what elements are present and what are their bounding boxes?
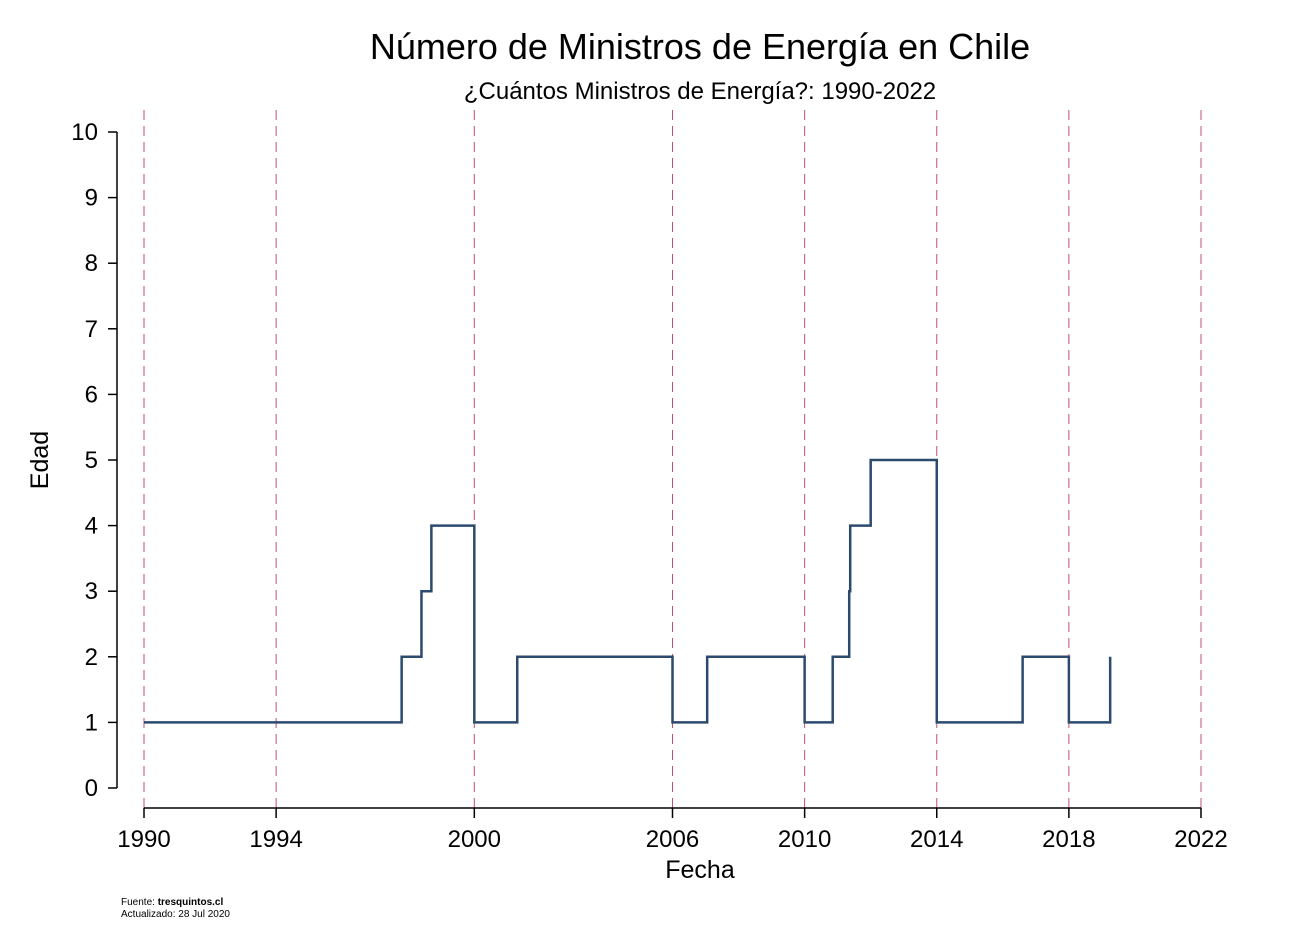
y-tick-label-8: 8 [85, 250, 98, 277]
x-tick-label-1994: 1994 [249, 826, 302, 853]
y-axis-label: Edad [26, 431, 54, 489]
source-value: tresquintos.cl [157, 897, 224, 908]
updated-note: Actualizado: 28 Jul 2020 [121, 909, 230, 920]
x-axis: 1990 1994 2000 2006 2010 2014 2018 2022 [117, 807, 1228, 853]
series-line-0 [144, 458, 1112, 724]
source-note: Fuente: tresquintos.cl [121, 897, 223, 908]
y-tick-label-3: 3 [85, 578, 98, 605]
y-tick-label-6: 6 [85, 381, 98, 408]
series-group [143, 458, 1112, 724]
x-tick-label-2000: 2000 [448, 826, 501, 853]
x-tick-label-2006: 2006 [646, 826, 699, 853]
source-label: Fuente: [121, 897, 158, 908]
y-tick-label-2: 2 [85, 644, 98, 671]
x-tick-label-1990: 1990 [117, 826, 170, 853]
x-tick-label-2018: 2018 [1042, 826, 1095, 853]
y-tick-label-7: 7 [85, 316, 98, 343]
y-tick-label-1: 1 [85, 709, 98, 736]
y-tick-label-5: 5 [85, 447, 98, 474]
x-axis-label: Fecha [665, 856, 735, 884]
x-tick-label-2022: 2022 [1174, 826, 1227, 853]
x-tick-label-2014: 2014 [910, 826, 963, 853]
chart-title: Número de Ministros de Energía en Chile [370, 26, 1030, 67]
y-tick-label-9: 9 [85, 185, 98, 212]
x-tick-label-2010: 2010 [778, 826, 831, 853]
y-tick-label-0: 0 [85, 775, 98, 802]
y-tick-label-10: 10 [71, 119, 98, 146]
chart-subtitle: ¿Cuántos Ministros de Energía?: 1990-202… [464, 78, 936, 105]
y-axis: 0 1 2 3 4 5 6 7 8 9 10 [71, 119, 118, 802]
y-tick-label-4: 4 [85, 513, 98, 540]
